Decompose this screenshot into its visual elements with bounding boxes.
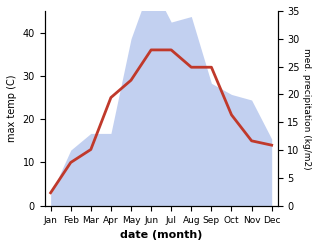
- Y-axis label: max temp (C): max temp (C): [7, 75, 17, 142]
- X-axis label: date (month): date (month): [120, 230, 202, 240]
- Y-axis label: med. precipitation (kg/m2): med. precipitation (kg/m2): [302, 48, 311, 169]
